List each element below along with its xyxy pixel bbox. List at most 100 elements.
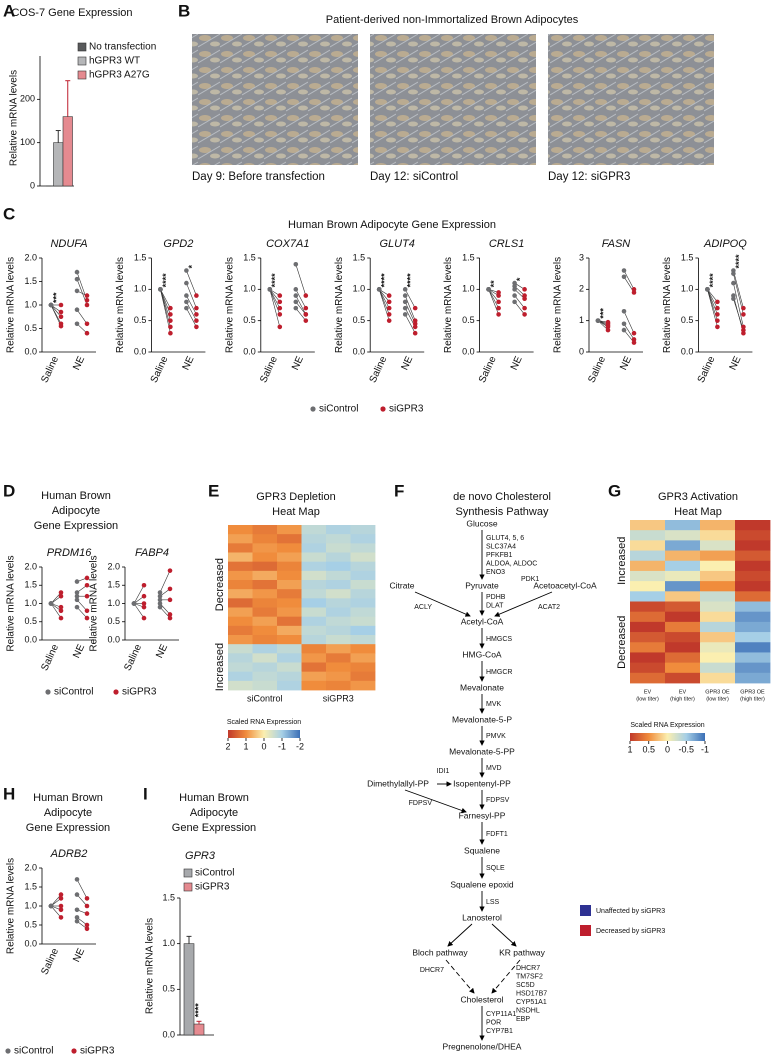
- heatmap-cell: [228, 561, 253, 572]
- x-tick-label: NE: [728, 354, 744, 372]
- heatmap-cell: [630, 601, 666, 613]
- pair-line: [733, 298, 744, 331]
- heatmap-cell: [301, 635, 327, 645]
- data-point: [402, 287, 408, 292]
- data-point: [386, 318, 392, 323]
- enzyme-label: POR: [486, 1019, 501, 1026]
- enzyme-label: MVK: [486, 701, 502, 708]
- x-tick-label: Saline: [39, 642, 61, 672]
- y-tick-label: 0.0: [353, 346, 366, 356]
- y-axis-label: Relative mRNA levels: [6, 858, 17, 954]
- y-tick-label: 0.0: [162, 1029, 175, 1039]
- y-tick-label: 1.5: [107, 580, 120, 590]
- enzyme-label: EBP: [516, 1016, 530, 1023]
- heatmap-cell: [630, 540, 666, 551]
- data-point: [58, 903, 64, 909]
- data-point: [74, 604, 80, 610]
- data-point: [741, 305, 746, 311]
- y-tick-label: 1.0: [462, 284, 475, 294]
- enzyme-label: CYP7B1: [486, 1028, 513, 1035]
- column-label: (high titer): [670, 696, 695, 702]
- data-point: [277, 293, 283, 298]
- heatmap-cell: [301, 653, 327, 663]
- heatmap-cell: [735, 621, 771, 633]
- significance: ****: [708, 273, 718, 288]
- heatmap-cell: [301, 525, 327, 535]
- heatmap-cell: [735, 601, 771, 613]
- data-point: [631, 340, 637, 345]
- significance: ***: [598, 308, 608, 319]
- pathway-node: Pregnenolone/DHEA: [443, 1041, 522, 1051]
- data-point: [141, 593, 147, 599]
- heatmap-cell: [630, 632, 666, 643]
- data-point: [58, 615, 64, 621]
- heatmap-cell: [252, 561, 278, 572]
- heatmap-cell: [301, 552, 327, 563]
- panel-title: GPR3 Activation: [658, 491, 738, 503]
- heatmap-cell: [228, 525, 253, 535]
- heatmap-cell: [350, 625, 376, 636]
- heatmap-cell: [301, 543, 327, 553]
- gene-name: FASN: [602, 238, 631, 250]
- enzyme-label: PDHB: [486, 594, 506, 601]
- heatmap-cell: [301, 534, 327, 544]
- heatmap-cell: [228, 589, 253, 599]
- significance: ****: [193, 1003, 203, 1018]
- gene-name: GPR3: [185, 850, 216, 862]
- pair-line: [295, 295, 307, 315]
- enzyme-label: SQLE: [486, 865, 505, 872]
- legend-label: hGPR3 A27G: [89, 70, 150, 81]
- data-point: [184, 299, 189, 305]
- y-tick-label: 0.0: [462, 346, 475, 356]
- heatmap-cell: [277, 653, 302, 663]
- enzyme-label: HMGCR: [486, 669, 512, 676]
- data-point: [715, 305, 720, 311]
- data-point: [184, 268, 189, 273]
- heatmap-cell: [301, 580, 327, 590]
- data-point: [58, 608, 64, 614]
- heatmap-cell: [630, 652, 666, 664]
- pair-line: [186, 301, 197, 321]
- y-tick-label: 0.5: [107, 616, 120, 626]
- data-point: [741, 312, 746, 317]
- heatmap-cell: [252, 671, 278, 682]
- data-point: [277, 312, 283, 317]
- heatmap-cell: [326, 653, 351, 663]
- y-tick-label: 1.0: [243, 284, 256, 294]
- data-point: [48, 903, 54, 909]
- enzyme-label: HSD17B7: [516, 990, 547, 997]
- heatmap-cell: [301, 680, 327, 691]
- legend-marker: [77, 56, 87, 66]
- colorbar: [630, 733, 705, 741]
- data-point: [386, 299, 392, 305]
- pair-line: [488, 289, 499, 309]
- pathway-node: Bloch pathway: [412, 947, 468, 957]
- heatmap-cell: [665, 672, 701, 684]
- heatmap-cell: [700, 560, 736, 572]
- data-point: [157, 597, 163, 603]
- data-point: [84, 922, 90, 928]
- legend-marker: [310, 406, 316, 412]
- pathway-node: Citrate: [389, 580, 414, 590]
- pathway-node: Mevalonate: [460, 682, 504, 692]
- data-point: [731, 296, 736, 302]
- heatmap-cell: [228, 644, 253, 654]
- gene-name: ADRB2: [50, 848, 88, 860]
- data-point: [386, 305, 392, 311]
- legend-label: hGPR3 WT: [89, 56, 140, 67]
- pathway-node: Pyruvate: [465, 580, 499, 590]
- heatmap-cell: [252, 653, 278, 663]
- legend-label: siGPR3: [122, 687, 157, 698]
- heatmap-cell: [630, 560, 666, 572]
- data-point: [157, 601, 163, 606]
- heatmap-cell: [350, 644, 376, 654]
- pair-line: [623, 311, 635, 334]
- pair-line: [186, 295, 197, 315]
- y-tick-label: 0.0: [24, 346, 37, 356]
- pathway-arrows: [404, 530, 553, 1041]
- heatmap-cell: [277, 598, 302, 608]
- column-label: (low titer): [636, 696, 659, 702]
- data-point: [303, 312, 309, 317]
- colorbar-title: Scaled RNA Expression: [227, 719, 301, 726]
